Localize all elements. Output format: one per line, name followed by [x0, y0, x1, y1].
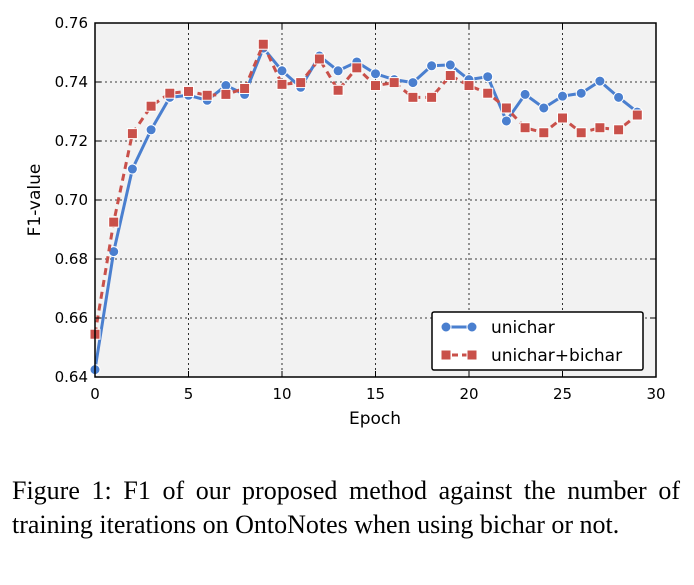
data-point-unichar [370, 68, 381, 80]
line-chart: 0 5 10 15 20 25 30 0.64 0.66 0.68 0.70 0.72 0.74 0.76… [25, 14, 666, 429]
data-point-unichar [557, 90, 568, 102]
legend-box [431, 311, 644, 371]
data-point-unichar [613, 91, 625, 103]
data-point-unichar-bichar [201, 89, 213, 101]
data-point-unichar [145, 124, 157, 136]
data-point-unichar [444, 59, 456, 71]
data-point-unichar-bichar [407, 91, 419, 103]
y-tick-label: 0.68 [55, 250, 88, 268]
data-point-unichar [500, 115, 512, 127]
data-point-unichar-bichar [276, 78, 288, 90]
data-point-unichar-bichar [388, 77, 400, 89]
y-tick-label: 0.66 [55, 309, 88, 327]
data-point-unichar-bichar [295, 77, 307, 89]
data-point-unichar [482, 71, 494, 83]
data-point-unichar-bichar [426, 91, 438, 103]
y-tick-label: 0.72 [55, 132, 88, 150]
data-point-unichar [407, 77, 419, 89]
x-tick-label: 0 [90, 385, 100, 403]
legend-marker-bichar [440, 349, 452, 361]
y-axis-title: F1-value [25, 164, 45, 237]
data-point-unichar-bichar [482, 87, 494, 99]
legend: unichar unichar+bichar [431, 311, 644, 371]
x-tick-label: 20 [459, 385, 478, 403]
legend-label-unichar: unichar [491, 318, 555, 338]
y-tick-label: 0.64 [55, 368, 88, 386]
data-point-unichar [426, 60, 438, 72]
data-point-unichar [519, 88, 531, 100]
series-layer [89, 38, 643, 376]
y-tick-label: 0.76 [55, 14, 88, 32]
data-point-unichar-bichar [145, 100, 157, 112]
data-point-unichar-bichar [500, 102, 512, 114]
data-point-unichar-bichar [538, 127, 550, 139]
x-tick-label: 15 [366, 385, 385, 403]
data-point-unichar-bichar [351, 62, 363, 74]
data-point-unichar-bichar [594, 122, 606, 134]
x-tick-label: 5 [184, 385, 194, 403]
x-tick-label: 25 [553, 385, 572, 403]
axis-ticks: 0 5 10 15 20 25 30 0.64 0.66 0.68 0.70 0.72 0.74 0.76 [55, 14, 666, 403]
data-point-unichar-bichar [108, 216, 120, 228]
data-point-unichar-bichar [444, 70, 456, 82]
x-tick-label: 10 [272, 385, 291, 403]
data-point-unichar-bichar [463, 80, 475, 92]
data-point-unichar-bichar [519, 122, 531, 134]
data-point-unichar [332, 65, 344, 77]
data-point-unichar-bichar [370, 80, 381, 92]
data-point-unichar [108, 246, 120, 258]
y-tick-label: 0.70 [55, 191, 88, 209]
x-tick-label: 30 [646, 385, 665, 403]
data-point-unichar [594, 75, 606, 87]
data-point-unichar-bichar [575, 127, 587, 139]
data-point-unichar [575, 87, 587, 99]
data-point-unichar-bichar [239, 82, 251, 94]
data-point-unichar-bichar [557, 112, 568, 124]
data-point-unichar-bichar [613, 124, 625, 136]
data-point-unichar [126, 163, 138, 175]
legend-marker-unichar [466, 321, 478, 333]
data-point-unichar-bichar [631, 109, 643, 121]
data-point-unichar-bichar [183, 85, 194, 97]
data-point-unichar-bichar [313, 53, 325, 65]
data-point-unichar [538, 102, 550, 114]
legend-marker-bichar [466, 349, 478, 361]
data-point-unichar-bichar [257, 38, 269, 50]
data-point-unichar [276, 65, 288, 77]
data-point-unichar-bichar [164, 87, 176, 99]
data-point-unichar-bichar [332, 84, 344, 96]
data-point-unichar-bichar [220, 88, 232, 100]
y-tick-label: 0.74 [55, 73, 88, 91]
figure-caption: Figure 1: F1 of our proposed method agai… [12, 476, 680, 539]
legend-label-bichar: unichar+bichar [491, 346, 622, 366]
legend-marker-unichar [440, 321, 452, 333]
data-point-unichar-bichar [126, 128, 138, 140]
x-axis-title: Epoch [349, 409, 401, 429]
